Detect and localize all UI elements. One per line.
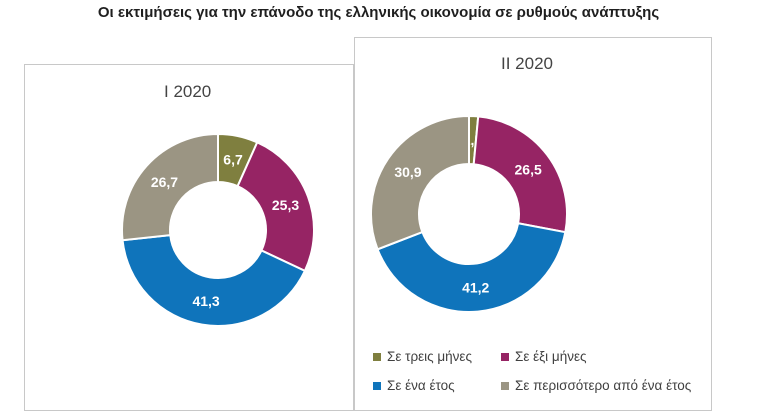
legend-item-more-than-one-year: Σε περισσότερο από ένα έτος — [501, 378, 691, 393]
legend-label: Σε τρεις μήνες — [387, 349, 472, 364]
chart-title: Οι εκτιμήσεις για την επάνοδο της ελληνι… — [97, 4, 660, 21]
legend-label: Σε ένα έτος — [387, 378, 455, 393]
chart-panel-q2: II 2020 Σε τρεις μήνες Σε έξι μήνες Σε έ… — [354, 37, 712, 411]
chart-panel-q1: I 2020 — [24, 64, 354, 411]
legend-label: Σε έξι μήνες — [515, 349, 587, 364]
legend-item-three-months: Σε τρεις μήνες — [373, 349, 472, 364]
legend-swatch — [373, 353, 381, 361]
legend-item-one-year: Σε ένα έτος — [373, 378, 455, 393]
legend-swatch — [501, 353, 509, 361]
legend-swatch — [373, 382, 381, 390]
legend-swatch — [501, 382, 509, 390]
panel-title-q2: II 2020 — [501, 54, 553, 73]
legend-label: Σε περισσότερο από ένα έτος — [515, 378, 692, 393]
panel-title-q1: I 2020 — [164, 82, 212, 101]
legend-item-six-months: Σε έξι μήνες — [501, 349, 587, 364]
